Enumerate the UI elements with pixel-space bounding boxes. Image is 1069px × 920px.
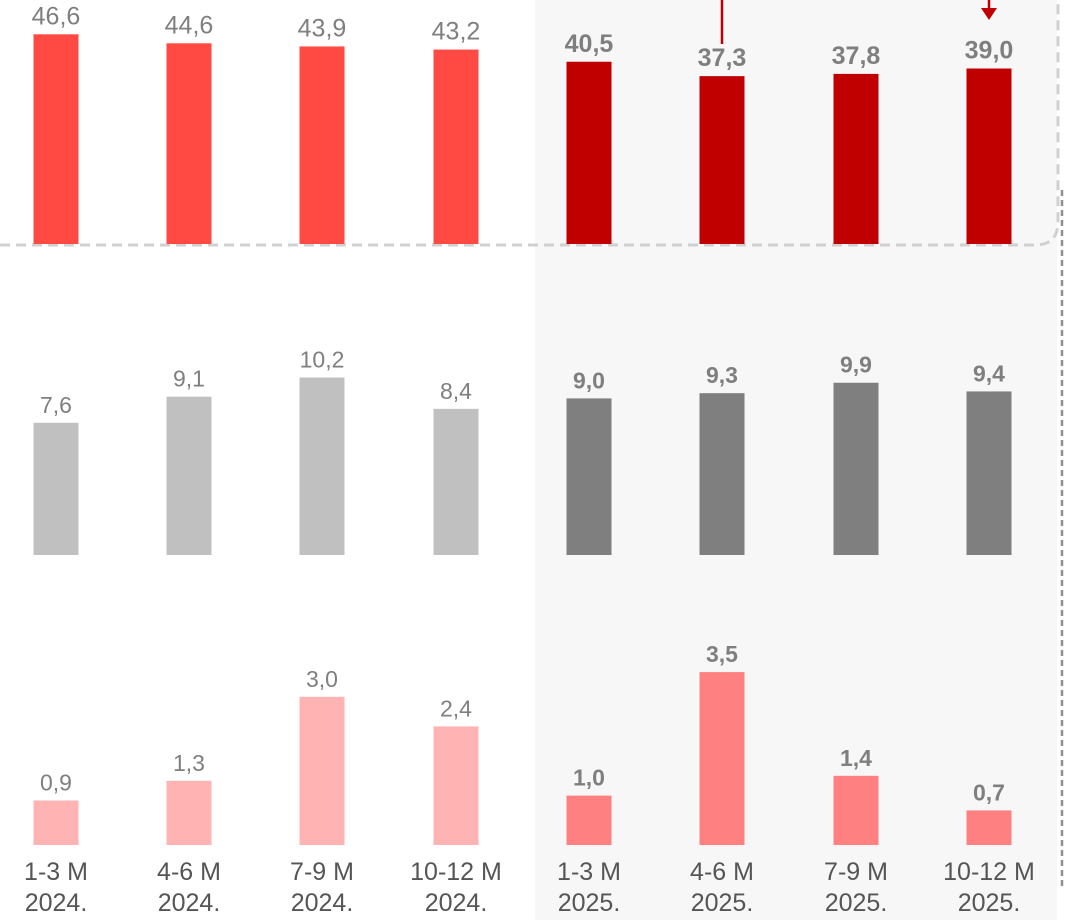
category-label-2: 7-9 M 2024.: [290, 858, 354, 917]
bar-s1-7: [966, 391, 1012, 555]
category-labels-layer: 1-3 M 2024. 4-6 M 2024. 7-9 M 2024. 10-12 M 202…: [24, 858, 1035, 917]
value-label-s2-3: 2,4: [440, 695, 472, 721]
value-label-s0-4: 40,5: [565, 30, 614, 58]
bar-s0-0: [33, 34, 79, 244]
bar-s1-4: [566, 398, 612, 555]
value-label-s1-4: 9,0: [573, 367, 605, 393]
value-label-s1-3: 8,4: [440, 378, 472, 404]
bar-s0-6: [833, 73, 879, 245]
value-label-s1-6: 9,9: [840, 352, 872, 378]
value-label-s1-0: 7,6: [40, 392, 72, 418]
bars-layer: [33, 34, 1012, 845]
bar-s1-0: [33, 422, 79, 555]
bar-s1-5: [699, 393, 745, 555]
value-label-s0-3: 43,2: [432, 18, 481, 46]
bar-s2-0: [33, 800, 79, 845]
bar-s1-6: [833, 382, 879, 555]
dashed-frame: [0, 0, 1060, 247]
value-label-s0-7: 39,0: [965, 37, 1014, 65]
value-label-s2-2: 3,0: [306, 666, 338, 692]
value-label-s2-1: 1,3: [173, 750, 205, 776]
bar-s2-6: [833, 775, 879, 845]
value-label-s0-0: 46,6: [32, 2, 81, 30]
value-label-s2-0: 0,9: [40, 770, 72, 796]
bar-s2-7: [966, 810, 1012, 845]
value-label-s0-5: 37,3: [698, 44, 747, 72]
value-label-s0-1: 44,6: [165, 11, 214, 39]
value-label-s0-6: 37,8: [832, 42, 881, 70]
bar-s2-3: [433, 726, 479, 845]
value-label-s1-2: 10,2: [300, 347, 345, 373]
category-label-4: 1-3 M 2025.: [557, 858, 621, 917]
value-labels-layer: 46,6 44,6 43,9 43,2 40,5 37,3 37,8 39,0 7,6 9,1 10…: [32, 2, 1014, 805]
bar-s1-1: [166, 396, 212, 555]
bar-s2-4: [566, 795, 612, 845]
annotation-arrowhead: [981, 8, 997, 20]
category-label-1: 4-6 M 2024.: [157, 858, 221, 917]
annotation-arrows: [720, 0, 997, 44]
value-label-s2-5: 3,5: [706, 641, 738, 667]
bar-s0-4: [566, 61, 612, 244]
value-label-s2-7: 0,7: [973, 779, 1005, 805]
value-label-s1-7: 9,4: [973, 360, 1005, 386]
category-label-0: 1-3 M 2024.: [24, 858, 88, 917]
bar-s2-1: [166, 780, 212, 845]
bar-s1-3: [433, 408, 479, 555]
bar-s0-1: [166, 43, 212, 244]
value-label-s2-6: 1,4: [840, 745, 872, 771]
category-label-3: 10-12 M 2024.: [410, 858, 502, 917]
value-label-s2-4: 1,0: [573, 765, 605, 791]
value-label-s0-2: 43,9: [298, 14, 347, 42]
category-label-5: 4-6 M 2025.: [690, 858, 754, 917]
bar-s0-5: [699, 76, 745, 245]
bar-s0-2: [299, 46, 345, 245]
bar-s1-2: [299, 377, 345, 555]
bar-s0-7: [966, 68, 1012, 244]
category-label-7: 10-12 M 2025.: [943, 858, 1035, 917]
bar-s0-3: [433, 49, 479, 244]
bar-s2-5: [699, 672, 745, 845]
bar-s2-2: [299, 696, 345, 845]
category-label-6: 7-9 M 2025.: [824, 858, 888, 917]
value-label-s1-5: 9,3: [706, 362, 738, 388]
value-label-s1-1: 9,1: [173, 366, 205, 392]
